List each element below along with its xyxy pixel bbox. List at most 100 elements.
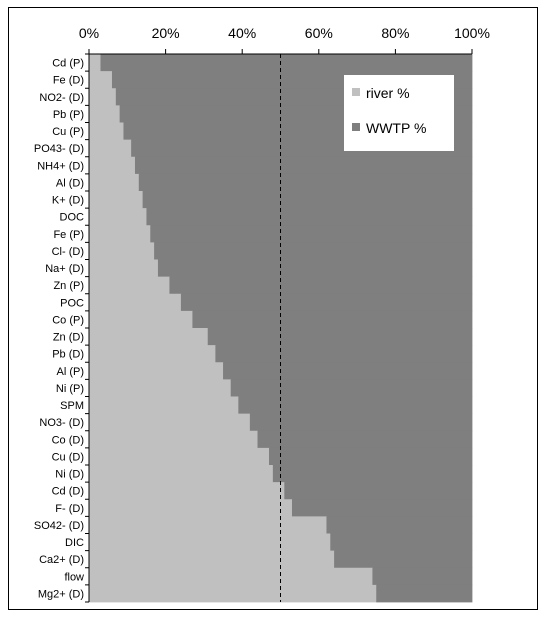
category-label: Al (P) bbox=[57, 366, 85, 378]
bar-wwtp-25 bbox=[284, 482, 473, 500]
category-label: DOC bbox=[60, 212, 85, 224]
bar-wwtp-15 bbox=[192, 310, 473, 329]
bar-wwtp-22 bbox=[257, 430, 473, 449]
legend-swatch bbox=[352, 123, 360, 131]
bar-river-5 bbox=[89, 139, 132, 158]
bar-river-20 bbox=[89, 396, 239, 415]
category-label: flow bbox=[64, 571, 84, 583]
bar-river-31 bbox=[89, 584, 377, 603]
bar-wwtp-29 bbox=[334, 550, 473, 569]
bar-river-1 bbox=[89, 71, 113, 89]
category-label: Cl- (D) bbox=[52, 246, 84, 258]
bar-wwtp-11 bbox=[154, 242, 473, 260]
category-label: Zn (D) bbox=[53, 332, 84, 344]
bar-wwtp-14 bbox=[180, 293, 473, 312]
bar-wwtp-28 bbox=[330, 533, 473, 552]
x-tick-label: 60% bbox=[305, 25, 333, 41]
bar-river-12 bbox=[89, 259, 159, 278]
bar-river-23 bbox=[89, 447, 270, 466]
category-label: NO2- (D) bbox=[39, 92, 84, 104]
legend-box bbox=[344, 75, 454, 151]
x-tick-label: 100% bbox=[454, 25, 490, 41]
bar-river-7 bbox=[89, 173, 140, 192]
bar-wwtp-10 bbox=[150, 225, 473, 243]
category-label: Pb (D) bbox=[52, 349, 84, 361]
category-label: Ni (P) bbox=[56, 383, 84, 395]
x-tick-label: 0% bbox=[79, 25, 99, 41]
category-label: Cd (P) bbox=[52, 58, 84, 70]
bar-river-14 bbox=[89, 293, 182, 312]
bar-river-24 bbox=[89, 465, 274, 483]
bar-river-8 bbox=[89, 191, 144, 209]
bar-river-19 bbox=[89, 379, 232, 397]
bar-wwtp-6 bbox=[134, 156, 473, 175]
bar-wwtp-19 bbox=[230, 379, 473, 397]
category-label: Zn (P) bbox=[53, 280, 84, 292]
bar-river-9 bbox=[89, 208, 147, 226]
bar-river-10 bbox=[89, 225, 151, 243]
bar-river-3 bbox=[89, 105, 121, 123]
bar-river-0 bbox=[89, 54, 101, 72]
bar-wwtp-18 bbox=[223, 362, 473, 380]
bar-river-22 bbox=[89, 430, 258, 449]
category-label: SPM bbox=[60, 400, 84, 412]
bar-wwtp-30 bbox=[372, 567, 473, 586]
bar-river-25 bbox=[89, 482, 285, 500]
category-label: Cu (P) bbox=[52, 126, 84, 138]
category-label: Ca2+ (D) bbox=[39, 554, 84, 566]
bar-wwtp-16 bbox=[207, 328, 473, 346]
category-label: NH4+ (D) bbox=[37, 160, 84, 172]
category-label: Ni (D) bbox=[55, 469, 84, 481]
category-label: Pb (P) bbox=[53, 109, 84, 121]
bar-river-15 bbox=[89, 310, 193, 329]
category-label: K+ (D) bbox=[52, 195, 84, 207]
bar-wwtp-7 bbox=[138, 173, 473, 192]
bar-wwtp-21 bbox=[249, 413, 473, 432]
bar-wwtp-0 bbox=[100, 54, 473, 72]
category-label: Fe (P) bbox=[53, 229, 84, 241]
legend-label: river % bbox=[366, 85, 410, 101]
category-label: Cu (D) bbox=[52, 451, 84, 463]
bar-wwtp-24 bbox=[272, 465, 473, 483]
category-label: Co (D) bbox=[52, 434, 84, 446]
x-tick-label: 40% bbox=[228, 25, 256, 41]
category-label: PO43- (D) bbox=[34, 143, 84, 155]
category-label: POC bbox=[60, 297, 84, 309]
bar-river-6 bbox=[89, 156, 136, 175]
category-label: Fe (D) bbox=[53, 75, 84, 87]
category-label: Al (D) bbox=[56, 177, 84, 189]
bar-wwtp-17 bbox=[215, 345, 473, 363]
category-label: Na+ (D) bbox=[45, 263, 84, 275]
bar-wwtp-26 bbox=[291, 499, 473, 517]
category-label: SO42- (D) bbox=[34, 520, 84, 532]
bar-river-18 bbox=[89, 362, 224, 380]
bar-river-21 bbox=[89, 413, 251, 432]
legend-label: WWTP % bbox=[366, 120, 426, 136]
legend: river % WWTP % bbox=[344, 75, 454, 151]
category-axis: Cd (P) Fe (D) NO2- (D) Pb (P) Cu (P) PO43- (D… bbox=[34, 53, 89, 603]
bar-river-4 bbox=[89, 122, 124, 141]
category-label: NO3- (D) bbox=[39, 417, 84, 429]
category-label: F- (D) bbox=[55, 503, 84, 515]
bar-river-26 bbox=[89, 499, 293, 517]
bar-wwtp-12 bbox=[157, 259, 473, 278]
bar-river-11 bbox=[89, 242, 155, 260]
bar-wwtp-27 bbox=[326, 516, 473, 534]
bar-wwtp-13 bbox=[169, 276, 473, 295]
bar-river-13 bbox=[89, 276, 170, 295]
bar-river-16 bbox=[89, 328, 209, 346]
category-label: Co (P) bbox=[52, 314, 84, 326]
category-label: Mg2+ (D) bbox=[38, 588, 84, 600]
x-axis: 0% 20% 40% 60% 80% 100% bbox=[79, 25, 490, 602]
bar-wwtp-9 bbox=[146, 208, 473, 226]
x-tick-label: 20% bbox=[152, 25, 180, 41]
bar-river-17 bbox=[89, 345, 216, 363]
x-tick-label: 80% bbox=[381, 25, 409, 41]
bar-river-2 bbox=[89, 88, 117, 106]
bar-wwtp-23 bbox=[269, 447, 473, 466]
category-label: DIC bbox=[65, 537, 84, 549]
bar-river-29 bbox=[89, 550, 335, 569]
bar-wwtp-8 bbox=[142, 191, 473, 209]
bar-river-28 bbox=[89, 533, 331, 552]
